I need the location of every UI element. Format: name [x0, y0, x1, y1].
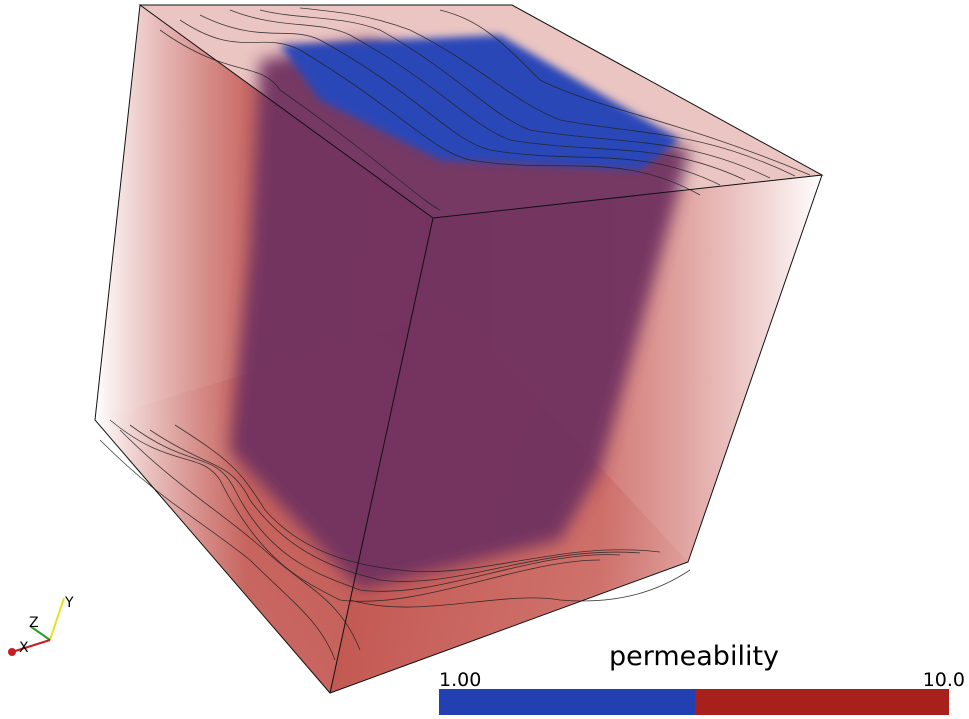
render-view: Y Z X permeability 1.00 10.0 — [0, 0, 969, 719]
colorbar-high — [695, 689, 949, 715]
colorbar-low — [439, 689, 695, 715]
orientation-axes: Y Z X — [8, 595, 74, 656]
axis-label-z: Z — [29, 615, 39, 631]
colorbar-title: permeability — [609, 641, 779, 672]
page: Y Z X permeability 1.00 10.0 (() => { co… — [0, 0, 969, 719]
colorbar: permeability 1.00 10.0 — [439, 641, 965, 715]
axis-label-x: X — [19, 640, 29, 656]
colorbar-max-label: 10.0 — [923, 669, 965, 691]
colorbar-min-label: 1.00 — [439, 669, 481, 691]
axis-label-y: Y — [64, 595, 74, 611]
